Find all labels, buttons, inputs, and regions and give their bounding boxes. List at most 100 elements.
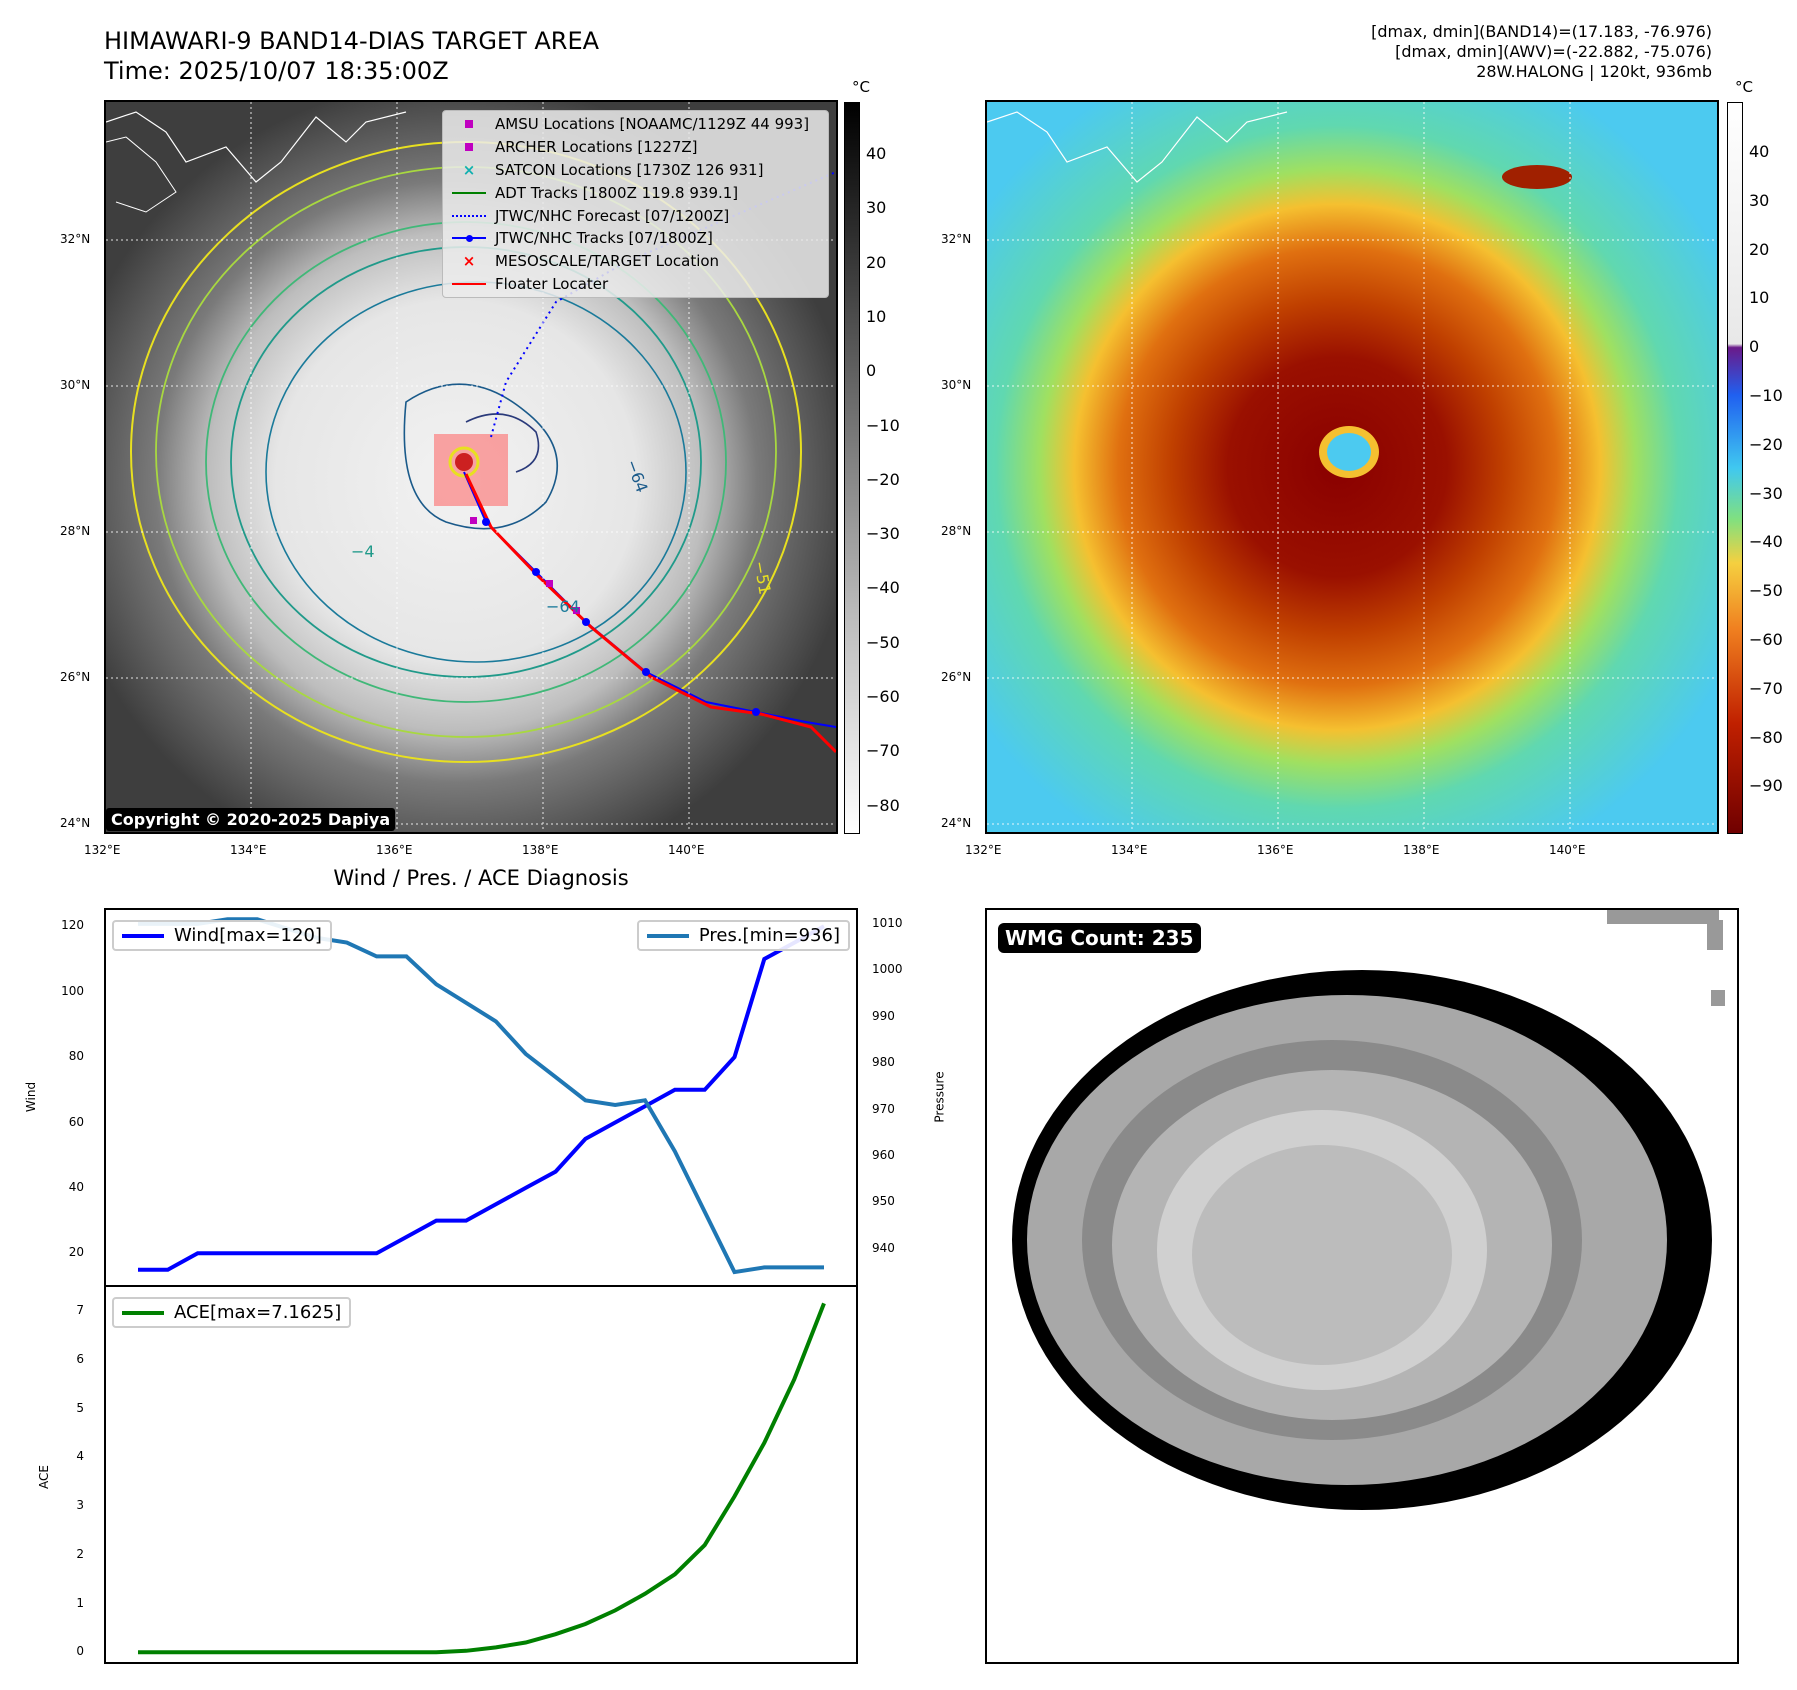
colorbar-tick: −80 (1749, 727, 1783, 747)
colorbar-tick: −30 (1749, 483, 1783, 503)
colorbar-tick: 20 (1749, 239, 1770, 259)
lon-label: 140°E (1549, 843, 1586, 857)
lat-label: 24°N (941, 816, 972, 830)
contour-label: −4 (351, 542, 375, 561)
axis-tick-label: 80 (68, 1049, 84, 1064)
axis-tick-label: 950 (872, 1194, 895, 1209)
colorbar-tick: −10 (866, 415, 900, 435)
axis-tick-label: 1000 (872, 962, 903, 977)
wmg-count-badge: WMG Count: 235 (998, 923, 1201, 953)
axis-tick-label: 100 (61, 983, 84, 998)
lat-label: 32°N (60, 232, 91, 246)
colorbar-tick: −10 (1749, 386, 1783, 405)
axis-tick-label: 6 (76, 1352, 84, 1367)
wind-axis-label: Wind (24, 1081, 39, 1113)
ace-plot: ACE[max=7.1625] (104, 1285, 858, 1664)
color-map-image (987, 102, 1717, 832)
color-map-panel (985, 100, 1719, 834)
colorbar-tick: 0 (1749, 337, 1760, 357)
colorbar-tick: −70 (866, 741, 900, 761)
axis-tick-label: 20 (68, 1245, 84, 1260)
stats-band14: [dmax, dmin](BAND14)=(17.183, -76.976) (1371, 22, 1712, 41)
lon-label: 138°E (522, 843, 559, 857)
legend-item: JTWC/NHC Tracks [07/1800Z] (443, 227, 828, 250)
colorbar-tick: −70 (1749, 678, 1783, 698)
lat-label: 30°N (60, 378, 91, 392)
wmg-panel: WMG Count: 235 (985, 908, 1739, 1664)
colorbar-unit: °C (1735, 78, 1753, 96)
colorbar-tick: 20 (866, 252, 887, 272)
legend-item: × MESOSCALE/TARGET Location (462, 252, 720, 271)
wmg-image (1012, 910, 1725, 1510)
ir-map-panel: −64 −64 −51 −4 AMSU Locations [NOAAMC/11… (104, 100, 838, 834)
lon-label: 136°E (1257, 843, 1294, 857)
axis-tick-label: 3 (76, 1498, 84, 1513)
axis-tick-label: 5 (76, 1400, 84, 1415)
legend-item: × SATCON Locations [1730Z 126 931] (462, 160, 764, 179)
stats-awv: [dmax, dmin](AWV)=(-22.882, -75.076) (1395, 42, 1712, 61)
colorbar-tick: −20 (866, 469, 900, 489)
axis-tick-label: 970 (872, 1101, 895, 1116)
colorbar-tick: −60 (866, 687, 900, 706)
lon-label: 134°E (1111, 843, 1148, 857)
wind-legend: Wind[max=120] (112, 920, 332, 951)
ace-svg (138, 1302, 826, 1655)
axis-tick-label: 120 (61, 918, 84, 933)
lon-label: 136°E (376, 843, 413, 857)
contour-label: −64 (546, 597, 580, 616)
axis-tick-label: 7 (76, 1303, 84, 1318)
lat-label: 24°N (60, 816, 91, 830)
legend-item: AMSU Locations [NOAAMC/1129Z 44 993] (443, 113, 828, 136)
lon-label: 140°E (668, 843, 705, 857)
lat-label: 32°N (941, 232, 972, 246)
stats-block: [dmax, dmin](BAND14)=(17.183, -76.976) [… (1371, 22, 1712, 82)
pressure-axis-label: Pressure (932, 1071, 947, 1123)
lat-label: 30°N (941, 378, 972, 392)
legend-item: ARCHER Locations [1227Z] (443, 136, 828, 159)
wind-series-line (138, 924, 825, 1272)
color-colorbar (1727, 102, 1743, 834)
axis-tick-label: 4 (76, 1449, 84, 1464)
wind-pressure-plot: Wind[max=120] Pres.[min=936] (104, 908, 858, 1287)
axis-tick-label: 2 (76, 1546, 84, 1561)
colorbar-tick: −50 (866, 632, 900, 652)
axis-tick-label: 0 (76, 1644, 84, 1659)
figure-title: HIMAWARI-9 BAND14-DIAS TARGET AREA Time: … (104, 27, 600, 85)
colorbar-tick: 30 (866, 198, 887, 218)
diagnosis-title: Wind / Pres. / ACE Diagnosis (333, 866, 629, 890)
map-legend: AMSU Locations [NOAAMC/1129Z 44 993] ARC… (442, 110, 829, 299)
lon-label: 138°E (1403, 843, 1440, 857)
ace-axis-label: ACE (36, 1465, 51, 1489)
lat-label: 26°N (941, 670, 972, 684)
colorbar-tick: −40 (1749, 532, 1783, 552)
colorbar-tick: 0 (866, 361, 877, 381)
axis-tick-label: 1010 (872, 915, 903, 930)
axis-tick-label: 40 (68, 1179, 84, 1194)
colorbar-tick: −80 (866, 795, 900, 815)
axis-tick-label: 990 (872, 1008, 895, 1023)
lon-label: 134°E (230, 843, 267, 857)
colorbar-tick: −40 (866, 578, 900, 598)
lat-label: 26°N (60, 670, 91, 684)
lat-label: 28°N (60, 524, 91, 538)
colorbar-tick: 10 (1749, 288, 1770, 308)
colorbar-tick: −50 (1749, 581, 1783, 601)
axis-tick-label: 940 (872, 1240, 895, 1255)
axis-tick-label: 60 (68, 1114, 84, 1129)
ace-series-line (138, 1302, 826, 1655)
lon-label: 132°E (84, 843, 121, 857)
wind-pressure-svg (138, 917, 825, 1275)
copyright-label: Copyright © 2020-2025 Dapiya (106, 808, 396, 831)
pressure-legend: Pres.[min=936] (636, 920, 850, 951)
colorbar-tick: −30 (866, 524, 900, 544)
colorbar-tick: −90 (1749, 776, 1783, 796)
legend-item: Floater Locater (443, 273, 828, 296)
colorbar-tick: −60 (1749, 630, 1783, 649)
axis-tick-label: 1 (76, 1595, 84, 1610)
axis-tick-label: 960 (872, 1148, 895, 1163)
ace-legend: ACE[max=7.1625] (112, 1297, 352, 1328)
legend-item: JTWC/NHC Forecast [07/1200Z] (443, 204, 828, 227)
lat-label: 28°N (941, 524, 972, 538)
colorbar-tick: 30 (1749, 190, 1770, 210)
colorbar-unit: °C (852, 78, 870, 96)
